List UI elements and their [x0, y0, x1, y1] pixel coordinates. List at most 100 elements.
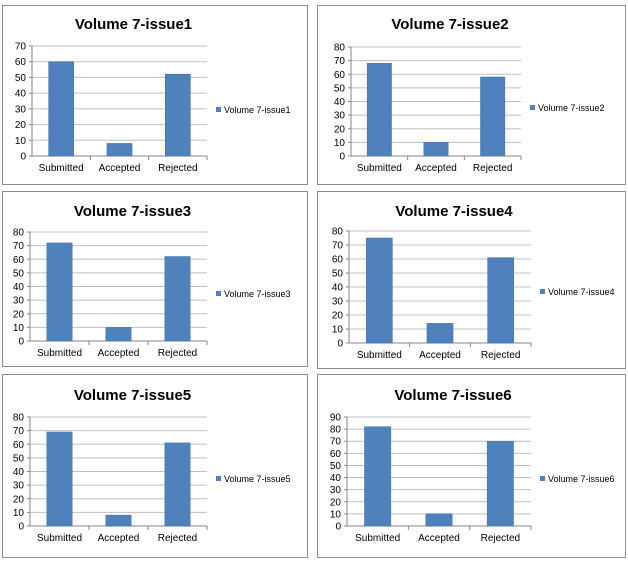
chart-panel-5: Volume 7-issue5 0 10 20 30 40 50 60 70 80 Submitte… — [2, 374, 308, 558]
y-tick-label: 10 — [332, 325, 344, 336]
y-tick-label: 50 — [13, 453, 25, 464]
y-tick-label: 10 — [334, 138, 346, 149]
chart-title: Volume 7-issue1 — [75, 16, 192, 33]
y-tick-label: 30 — [13, 481, 25, 492]
category-label: Rejected — [158, 348, 197, 359]
bar-accepted — [106, 143, 133, 157]
legend-swatch — [540, 476, 545, 481]
chart-title: Volume 7-issue3 — [74, 203, 191, 220]
category-label: Rejected — [158, 533, 197, 544]
chart-title: Volume 7-issue2 — [391, 16, 508, 33]
y-tick-label: 70 — [13, 426, 25, 437]
category-label: Submitted — [355, 533, 400, 544]
y-tick-label: 60 — [15, 57, 27, 68]
chart-title: Volume 7-issue5 — [74, 387, 191, 404]
category-label: Accepted — [415, 163, 457, 174]
legend-label: Volume 7-issue4 — [548, 287, 615, 297]
category-label: Submitted — [37, 348, 82, 359]
y-tick-label: 10 — [13, 323, 25, 334]
bar-submitted — [46, 431, 73, 527]
bar-accepted — [105, 514, 132, 527]
y-tick-label: 80 — [334, 43, 346, 54]
bar-rejected — [164, 256, 191, 342]
y-tick-label: 80 — [330, 425, 342, 436]
y-tick-label: 40 — [13, 467, 25, 478]
y-tick-label: 30 — [13, 296, 25, 307]
y-tick-label: 60 — [332, 255, 344, 266]
legend-label: Volume 7-issue6 — [548, 474, 615, 484]
bar-submitted — [364, 426, 392, 527]
y-tick-label: 0 — [335, 522, 341, 533]
chart-svg-1: Volume 7-issue1 0 10 20 30 40 50 60 70 Submitted A… — [15, 16, 291, 174]
legend-swatch — [216, 291, 221, 296]
y-tick-label: 40 — [13, 282, 25, 293]
y-tick-label: 10 — [13, 508, 25, 519]
y-tick-label: 40 — [330, 473, 342, 484]
chart-title: Volume 7-issue4 — [395, 203, 513, 220]
legend-swatch — [530, 105, 535, 110]
category-label: Submitted — [39, 163, 84, 174]
y-tick-label: 70 — [332, 241, 344, 252]
chart-title: Volume 7-issue6 — [394, 387, 511, 404]
bar-rejected — [486, 440, 514, 527]
bar-accepted — [425, 513, 453, 527]
category-label: Submitted — [37, 533, 82, 544]
y-tick-label: 20 — [330, 497, 342, 508]
y-tick-label: 60 — [330, 449, 342, 460]
y-tick-label: 0 — [18, 337, 24, 348]
bar-submitted — [48, 61, 74, 157]
y-tick-label: 90 — [330, 413, 342, 424]
y-tick-label: 30 — [334, 111, 346, 122]
y-tick-label: 70 — [330, 437, 342, 448]
chart-panel-4: Volume 7-issue4 0 10 20 30 40 50 60 70 80 Submitte… — [317, 191, 626, 369]
y-tick-label: 40 — [334, 97, 346, 108]
y-tick-label: 30 — [330, 485, 342, 496]
chart-panel-3: Volume 7-issue3 0 10 20 30 40 50 60 70 80 Submitte… — [2, 191, 308, 367]
legend-label: Volume 7-issue3 — [224, 289, 291, 299]
chart-panel-1: Volume 7-issue1 0 10 20 30 40 50 60 70 Submitted A… — [2, 5, 308, 185]
bar-submitted — [366, 237, 393, 344]
bar-accepted — [426, 323, 454, 344]
y-tick-label: 20 — [13, 309, 25, 320]
y-tick-label: 30 — [332, 297, 344, 308]
y-tick-label: 60 — [13, 255, 25, 266]
y-tick-label: 50 — [330, 461, 342, 472]
y-tick-label: 80 — [13, 413, 25, 424]
chart-panel-2: Volume 7-issue2 0 10 20 30 40 50 60 70 80 Submitte… — [317, 5, 626, 185]
y-tick-label: 60 — [13, 440, 25, 451]
y-tick-label: 70 — [15, 42, 27, 53]
bar-submitted — [46, 242, 73, 342]
legend-swatch — [216, 107, 221, 112]
chart-svg-5: Volume 7-issue5 0 10 20 30 40 50 60 70 80 Submitte… — [13, 387, 291, 544]
y-tick-label: 30 — [15, 104, 27, 115]
bar-accepted — [105, 327, 132, 342]
legend-label: Volume 7-issue5 — [224, 474, 291, 484]
y-tick-label: 20 — [334, 124, 346, 135]
chart-svg-2: Volume 7-issue2 0 10 20 30 40 50 60 70 80 Submitte… — [334, 16, 605, 174]
legend-swatch — [216, 476, 221, 481]
y-tick-label: 60 — [334, 70, 346, 81]
y-tick-label: 0 — [337, 339, 343, 350]
y-tick-label: 40 — [15, 89, 27, 100]
y-tick-label: 50 — [332, 269, 344, 280]
y-tick-label: 50 — [334, 83, 346, 94]
chart-svg-3: Volume 7-issue3 0 10 20 30 40 50 60 70 80 Submitte… — [13, 203, 291, 359]
category-label: Rejected — [481, 350, 520, 361]
category-label: Rejected — [481, 533, 520, 544]
category-label: Accepted — [98, 533, 140, 544]
chart-panel-6: Volume 7-issue6 0 10 20 30 40 50 60 70 80 90 Submit… — [317, 374, 626, 558]
bar-rejected — [165, 74, 191, 157]
y-tick-label: 50 — [15, 73, 27, 84]
y-tick-label: 20 — [13, 494, 25, 505]
category-label: Accepted — [98, 348, 140, 359]
y-tick-label: 20 — [332, 311, 344, 322]
y-tick-label: 0 — [339, 152, 345, 163]
y-tick-label: 80 — [13, 228, 25, 239]
y-tick-label: 0 — [20, 152, 26, 163]
category-label: Rejected — [158, 163, 197, 174]
y-tick-label: 40 — [332, 283, 344, 294]
chart-svg-4: Volume 7-issue4 0 10 20 30 40 50 60 70 80 Submitte… — [332, 203, 615, 361]
bar-rejected — [487, 257, 514, 344]
y-tick-label: 20 — [15, 120, 27, 131]
legend-label: Volume 7-issue2 — [538, 103, 605, 113]
